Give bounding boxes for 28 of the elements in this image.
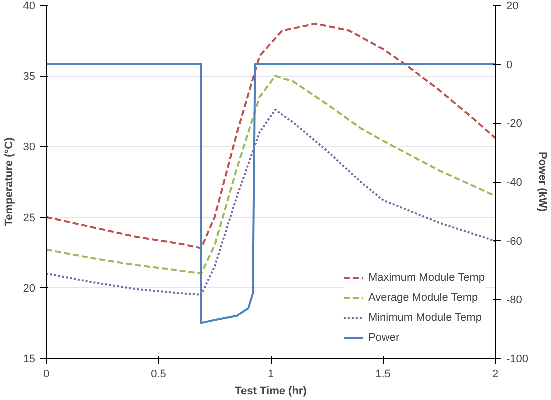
- y-tick-label: 30: [23, 142, 36, 154]
- y2-tick-label: 0: [506, 59, 513, 72]
- x-axis-title: Test Time (hr): [235, 386, 308, 398]
- legend-label: Average Module Temp: [368, 292, 478, 304]
- y-tick-label: 15: [23, 354, 36, 366]
- legend-label: Power: [368, 332, 400, 344]
- line-series: [46, 22, 496, 250]
- x-tick-label: 2: [492, 368, 499, 380]
- y-tick-label: 20: [23, 282, 36, 295]
- legend-label: Maximum Module Temp: [368, 272, 485, 284]
- y2-tick-label: -100: [506, 354, 529, 366]
- y2-tick-label: -60: [506, 236, 522, 248]
- y-tick-label: 40: [23, 0, 36, 12]
- x-tick-label: 1.5: [376, 368, 391, 380]
- legend-label: Minimum Module Temp: [368, 312, 482, 324]
- x-tick-label: 1: [268, 368, 274, 380]
- line-series: [46, 75, 496, 275]
- x-tick-label: 0.5: [151, 368, 166, 380]
- y2-axis-title: Power (kW): [536, 152, 549, 212]
- y2-tick-label: 20: [506, 0, 519, 12]
- y-axis-title: Temperature (°C): [3, 137, 16, 226]
- y2-tick-label: -40: [506, 177, 522, 189]
- y-tick-label: 35: [23, 71, 36, 84]
- y2-tick-label: -80: [506, 294, 522, 307]
- y2-tick-label: -20: [506, 118, 522, 130]
- x-tick-label: 0: [43, 368, 50, 380]
- y-tick-label: 25: [23, 212, 36, 224]
- line-series: [46, 63, 496, 324]
